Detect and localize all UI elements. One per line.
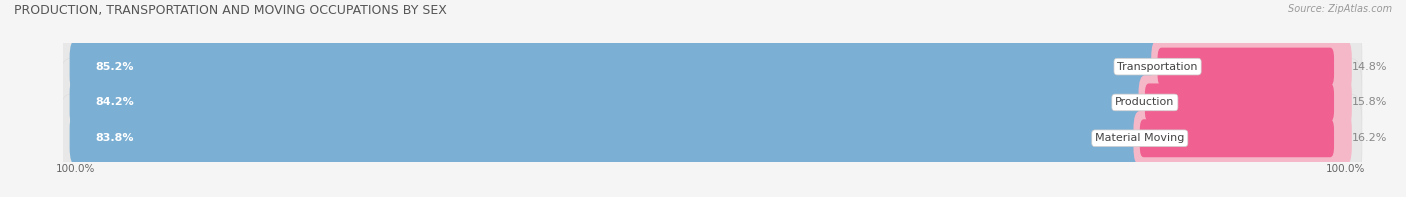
Text: 15.8%: 15.8%: [1351, 98, 1388, 107]
Text: Material Moving: Material Moving: [1095, 133, 1184, 143]
Text: 83.8%: 83.8%: [96, 133, 134, 143]
FancyBboxPatch shape: [1139, 75, 1351, 130]
FancyBboxPatch shape: [1152, 39, 1351, 94]
FancyBboxPatch shape: [70, 75, 1152, 130]
Text: Transportation: Transportation: [1118, 62, 1198, 72]
Text: 85.2%: 85.2%: [96, 62, 134, 72]
FancyBboxPatch shape: [1140, 119, 1334, 157]
FancyBboxPatch shape: [59, 59, 1362, 146]
Text: PRODUCTION, TRANSPORTATION AND MOVING OCCUPATIONS BY SEX: PRODUCTION, TRANSPORTATION AND MOVING OC…: [14, 4, 447, 17]
FancyBboxPatch shape: [70, 111, 1146, 165]
FancyBboxPatch shape: [59, 94, 1362, 182]
Text: Source: ZipAtlas.com: Source: ZipAtlas.com: [1288, 4, 1392, 14]
FancyBboxPatch shape: [59, 23, 1362, 111]
FancyBboxPatch shape: [1133, 111, 1351, 165]
Text: 14.8%: 14.8%: [1351, 62, 1388, 72]
FancyBboxPatch shape: [1157, 48, 1334, 86]
Text: 84.2%: 84.2%: [96, 98, 134, 107]
FancyBboxPatch shape: [1144, 84, 1334, 121]
Text: Production: Production: [1115, 98, 1174, 107]
FancyBboxPatch shape: [70, 39, 1164, 94]
Text: 16.2%: 16.2%: [1351, 133, 1388, 143]
